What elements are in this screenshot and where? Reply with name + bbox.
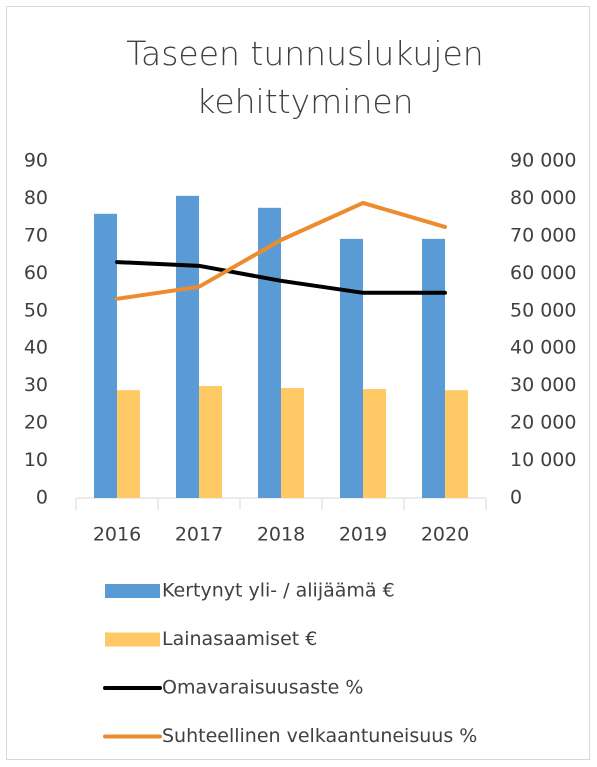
line-series: [115, 260, 447, 295]
y2-tick-label: 40 000: [510, 337, 576, 359]
y-tick-label: 10: [24, 449, 48, 471]
legend-label: Lainasaamiset €: [162, 628, 317, 650]
y-tick-label: 0: [36, 487, 48, 509]
y2-tick-label: 90 000: [510, 150, 576, 172]
x-tick-label: 2016: [93, 524, 141, 546]
x-tick-label: 2018: [257, 524, 305, 546]
legend-swatch: [105, 632, 160, 647]
bar: [340, 238, 363, 498]
x-tick-label: 2019: [339, 524, 387, 546]
bar: [94, 213, 117, 498]
y-tick-label: 80: [24, 187, 48, 209]
bar: [117, 390, 140, 498]
y-tick-label: 20: [24, 412, 48, 434]
bar: [422, 238, 445, 498]
bar: [199, 386, 222, 498]
chart-title: Taseen tunnuslukujen kehittyminen: [126, 34, 484, 121]
x-tick-label: 2017: [175, 524, 223, 546]
y-tick-label: 50: [24, 299, 48, 321]
chart-frame: [6, 6, 590, 760]
bar: [281, 387, 304, 498]
legend-label: Omavaraisuusaste %: [162, 677, 363, 699]
y2-tick-label: 60 000: [510, 262, 576, 284]
y2-tick-label: 10 000: [510, 449, 576, 471]
x-tick-label: 2020: [421, 524, 469, 546]
y-tick-label: 60: [24, 262, 48, 284]
y-tick-label: 40: [24, 337, 48, 359]
y2-tick-label: 30 000: [510, 374, 576, 396]
y-tick-label: 90: [24, 150, 48, 172]
legend-label: Kertynyt yli- / alijäämä €: [162, 580, 395, 602]
y-tick-label: 70: [24, 224, 48, 246]
bar: [363, 389, 386, 498]
legend-label: Suhteellinen velkaantuneisuus %: [162, 725, 477, 747]
bar: [445, 390, 468, 498]
legend-swatch: [105, 584, 160, 598]
line-series: [115, 200, 447, 301]
y2-tick-label: 50 000: [510, 299, 576, 321]
y-tick-label: 30: [24, 374, 48, 396]
y2-tick-label: 20 000: [510, 412, 576, 434]
y2-tick-label: 0: [510, 487, 522, 509]
y2-tick-label: 80 000: [510, 187, 576, 209]
bar: [176, 195, 199, 498]
y2-tick-label: 70 000: [510, 224, 576, 246]
